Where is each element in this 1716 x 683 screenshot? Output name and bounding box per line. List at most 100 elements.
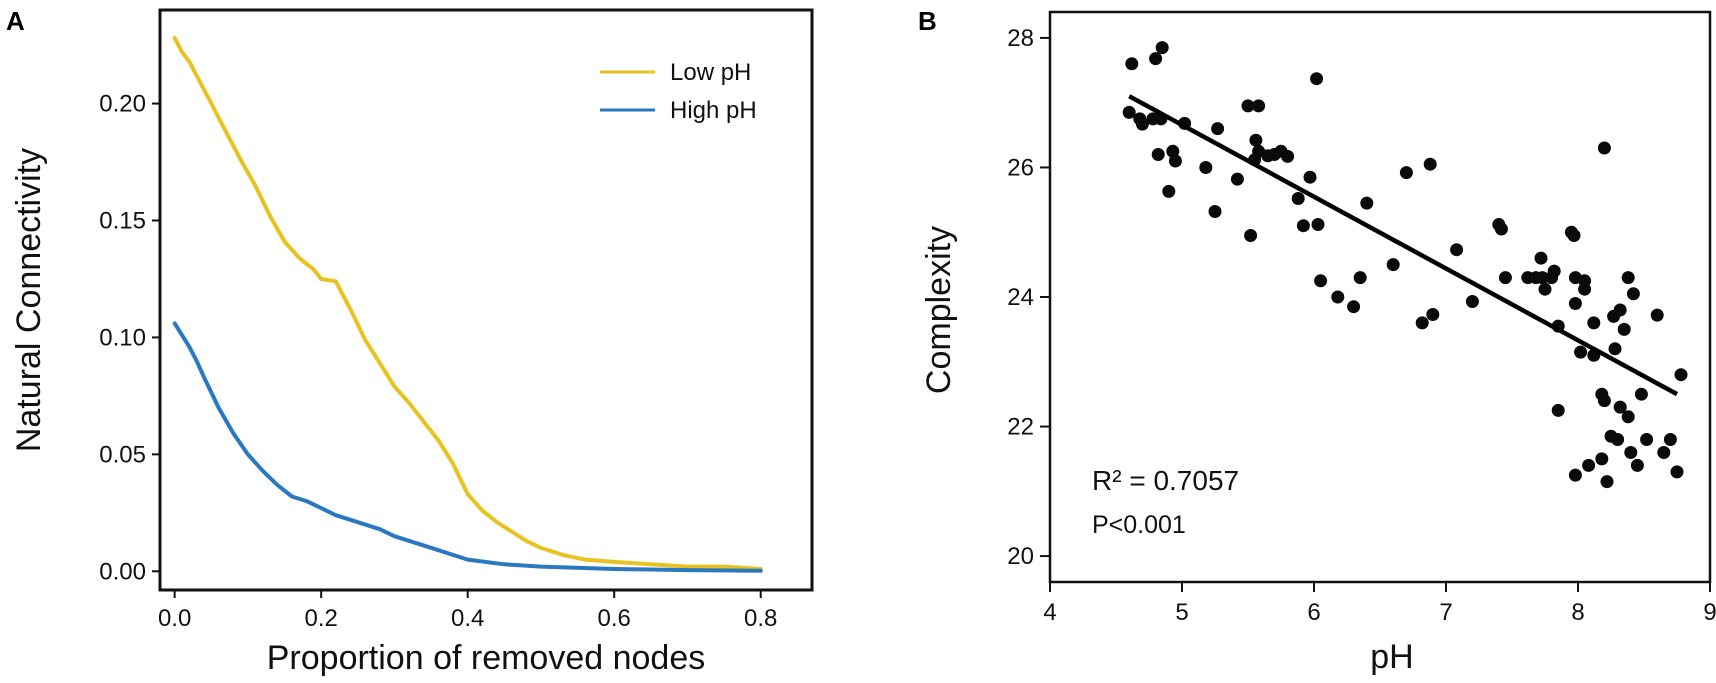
scatter-point [1621,410,1635,424]
scatter-point [1613,400,1627,414]
scatter-point [1249,133,1263,147]
scatter-point [1281,149,1295,163]
panel-b-y-tick-label: 28 [1007,25,1034,52]
scatter-point [1567,229,1581,242]
panel-b-y-tick-label: 26 [1007,154,1034,181]
scatter-point [1386,258,1400,272]
scatter-point [1135,117,1149,131]
r-squared-annotation: R² = 0.7057 [1092,465,1239,496]
scatter-point [1125,57,1139,71]
panel-a-x-tick-label: 0.6 [598,605,631,632]
scatter-point [1360,196,1374,210]
scatter-point [1347,300,1361,314]
scatter-point [1353,271,1367,285]
panel-a-frame [158,8,814,592]
scatter-point [1465,295,1479,308]
panel-b-x-tick-label: 9 [1703,599,1716,626]
scatter-point [1608,342,1622,356]
panel-a-y-axis-title: Natural Connectivity [10,148,48,452]
panel-a-x-tick-label: 0.4 [451,605,484,632]
regression-line [1128,94,1679,397]
scatter-point [1534,251,1548,265]
panel-a-chart: 0.00 0.05 0.10 0.15 0.20 0.0 0.2 0.4 0.6 0.8 Low… [10,8,814,677]
panel-b-x-ticks: 4 5 6 7 8 9 [1043,582,1716,626]
scatter-point [1314,274,1328,288]
scatter-point [1535,271,1549,285]
scatter-point [1630,458,1644,472]
panel-b-x-tick-label: 7 [1439,599,1452,626]
scatter-point [1244,229,1258,242]
series-line-low-ph [172,36,763,571]
scatter-point [1498,271,1512,285]
legend-label-low-ph: Low pH [670,59,751,86]
scatter-point [1568,468,1582,482]
scatter-point [1657,446,1671,459]
scatter-point [1624,446,1638,459]
scatter-point [1626,287,1640,301]
scatter-point [1597,141,1611,155]
scatter-point [1617,322,1631,336]
panel-a-x-ticks: 0.0 0.2 0.4 0.6 0.8 [158,590,777,632]
panel-b-y-tick-label: 24 [1007,284,1034,311]
scatter-point [1331,290,1345,304]
scatter-point [1415,316,1429,330]
scatter-point [1574,345,1588,359]
scatter-point [1291,192,1305,205]
panel-a-x-tick-label: 0.8 [744,605,777,632]
panel-a-x-axis-title: Proportion of removed nodes [267,639,705,677]
panel-b-frame [1048,10,1712,584]
scatter-point [1650,308,1664,322]
scatter-point [1640,433,1654,446]
scatter-point [1149,52,1163,66]
scatter-point [1670,465,1684,479]
panel-a-x-tick-label: 0.0 [158,605,191,632]
scatter-point [1423,157,1437,171]
p-value-annotation: P<0.001 [1092,511,1186,539]
scatter-point [1663,433,1677,446]
panel-a-x-tick-label: 0.2 [304,605,337,632]
scatter-point [1241,99,1255,113]
panel-b-x-tick-label: 8 [1571,599,1584,626]
scatter-point [1595,452,1609,466]
panel-a-y-tick-label: 0.00 [99,558,146,585]
panel-a-y-tick-label: 0.15 [99,207,146,234]
scatter-point [1155,41,1169,55]
scatter-point [1547,264,1561,278]
scatter-point [1399,166,1413,180]
scatter-point [1151,148,1165,161]
panel-a-y-ticks: 0.00 0.05 0.10 0.15 0.20 [99,91,160,585]
scatter-point [1613,303,1627,317]
scatter-point [1168,154,1182,168]
panel-b-x-tick-label: 4 [1043,599,1056,626]
panel-b-y-ticks: 20 22 24 26 28 [1007,25,1050,570]
scatter-point [1621,271,1635,285]
scatter-point [1494,222,1508,236]
panel-b-chart: 20 22 24 26 28 4 5 6 7 8 9 R² = 0.7057 P<0.001 pH… [920,10,1716,676]
panel-b-y-axis-title: Complexity [920,226,958,394]
panel-b-y-tick-label: 20 [1007,543,1034,570]
panel-a-legend: Low pH High pH [600,59,757,124]
panel-a-label: A [6,6,25,36]
scatter-point [1230,172,1244,186]
panel-b-x-axis-title: pH [1370,638,1413,676]
scatter-point [1303,170,1317,184]
panel-b-x-tick-label: 5 [1175,599,1188,626]
scatter-point [1597,394,1611,408]
panel-a-y-tick-label: 0.05 [99,441,146,468]
scatter-point [1568,297,1582,310]
panel-b-label: B [918,6,937,36]
legend-label-high-ph: High pH [670,97,757,124]
scatter-point [1582,458,1596,472]
scatter-point [1426,308,1440,321]
scatter-point [1538,282,1552,296]
scatter-point [1310,72,1324,86]
panel-a-y-tick-label: 0.20 [99,91,146,118]
scatter-point [1634,387,1648,401]
scatter-point [1450,243,1464,257]
series-line-high-ph [172,321,763,573]
scatter-point [1611,433,1625,446]
panel-a-series [172,36,763,573]
scatter-point [1311,218,1325,231]
scatter-point [1587,316,1601,330]
